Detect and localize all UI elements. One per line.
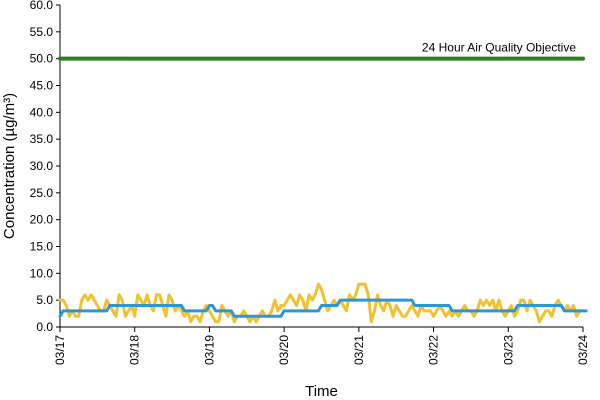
annotations: 24 Hour Air Quality Objective [422,41,576,55]
y-tick-label: 35.0 [30,132,54,146]
x-tick-label: 03/24 [576,335,590,365]
y-tick-label: 20.0 [30,213,54,227]
y-tick-label: 25.0 [30,186,54,200]
objective-line-label: 24 Hour Air Quality Objective [422,41,576,55]
y-tick-label: 45.0 [30,79,54,93]
x-tick-label: 03/21 [352,335,366,365]
x-axis-title: Time [305,383,338,400]
y-tick-label: 10.0 [30,266,54,280]
x-tick-label: 03/23 [501,335,515,365]
y-tick-label: 0.0 [36,320,53,334]
x-tick-label: 03/17 [53,335,67,365]
series-layer [58,56,588,324]
y-tick-label: 55.0 [30,25,54,39]
x-tick-label: 03/19 [202,335,216,365]
x-tick-label: 03/18 [128,335,142,365]
series-line-2 [58,298,588,318]
y-tick-label: 15.0 [30,240,54,254]
x-axis: 03/17 03/18 03/19 03/20 03/21 03/22 03/23 03/24 [53,326,590,365]
y-tick-label: 40.0 [30,105,54,119]
x-tick-label: 03/20 [277,335,291,365]
y-tick-label: 30.0 [30,159,54,173]
y-tick-label: 50.0 [30,52,54,66]
y-tick-label: 5.0 [36,293,53,307]
y-axis-title: Concentration (µg/m³) [1,93,18,239]
series-line-1 [58,282,582,324]
x-tick-label: 03/22 [427,335,441,365]
y-axis: 0.0 5.0 10.0 15.0 20.0 25.0 30.0 35.0 40.0 45.0 50… [30,0,61,334]
y-tick-label: 60.0 [30,0,54,12]
